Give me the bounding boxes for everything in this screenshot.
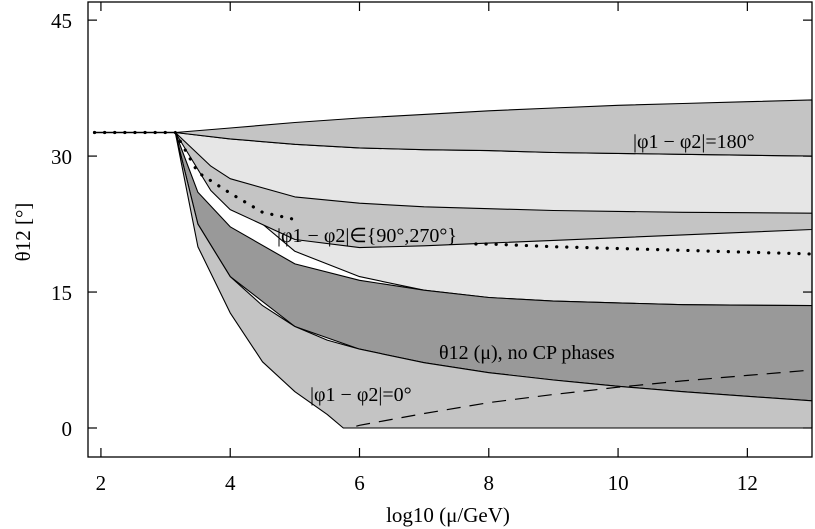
x-tick-label: 8 xyxy=(484,471,495,495)
plot-frame xyxy=(87,1,813,458)
x-tick-label: 2 xyxy=(96,471,107,495)
axis-ticks xyxy=(88,2,812,457)
y-tick-label: 15 xyxy=(51,281,72,305)
x-tick-label: 12 xyxy=(737,471,758,495)
x-tick-label: 6 xyxy=(354,471,365,495)
series-lines xyxy=(92,130,814,427)
x-tick-label: 10 xyxy=(608,471,629,495)
annotation-phase-180: |φ1 − φ2|=180° xyxy=(633,131,755,153)
line-6 xyxy=(474,242,814,256)
x-axis-title: log10 (μ/GeV) xyxy=(386,503,510,527)
line-7 xyxy=(356,369,813,427)
annotation-phase-90-270: |φ1 − φ2|∈{90°,270°} xyxy=(277,225,457,247)
y-tick-label: 30 xyxy=(51,145,72,169)
y-tick-label: 45 xyxy=(51,9,72,33)
tick-labels: 2 4 6 8 10 12 0 15 30 45 xyxy=(51,9,758,495)
bands xyxy=(174,99,813,429)
y-tick-label: 0 xyxy=(62,417,73,441)
x-tick-label: 4 xyxy=(225,471,236,495)
y-axis-title: θ12 [°] xyxy=(11,203,35,262)
annotation-no-cp: θ12 (μ), no CP phases xyxy=(439,342,615,364)
annotation-phase-0: |φ1 − φ2|=0° xyxy=(310,384,412,406)
